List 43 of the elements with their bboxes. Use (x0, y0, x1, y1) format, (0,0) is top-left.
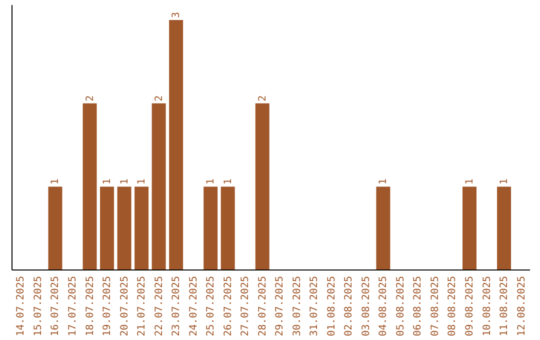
data-label: 1 (119, 178, 130, 185)
x-tick-label: 20.07.2025 (119, 276, 130, 336)
data-label: 3 (171, 12, 182, 18)
x-tick-label: 17.07.2025 (68, 276, 78, 336)
x-tick-label: 02.08.2025 (344, 276, 355, 336)
x-tick-label: 10.08.2025 (482, 276, 493, 336)
x-tick-label: 11.08.2025 (499, 276, 510, 336)
x-tick-label: 23.07.2025 (171, 276, 182, 336)
data-label: 1 (499, 178, 510, 185)
x-tick-label: 09.08.2025 (464, 276, 476, 336)
x-tick-label: 15.07.2025 (32, 276, 44, 336)
x-tick-label: 31.07.2025 (309, 276, 320, 336)
data-label: 1 (102, 178, 114, 185)
x-tick-label: 06.08.2025 (412, 276, 424, 336)
x-tick-label: 16.07.2025 (50, 276, 62, 336)
x-tick-label: 25.07.2025 (206, 276, 217, 336)
data-label: 1 (136, 178, 148, 185)
data-label: 2 (84, 95, 96, 102)
x-tick-label: 28.07.2025 (257, 276, 268, 336)
x-tick-label: 05.08.2025 (395, 276, 406, 336)
x-tick-label: 19.07.2025 (102, 276, 114, 336)
x-tick-label: 18.07.2025 (84, 276, 96, 336)
data-label: 1 (50, 178, 62, 185)
data-label: 2 (257, 95, 268, 102)
data-label: 1 (222, 178, 234, 185)
x-tick-label: 07.08.2025 (430, 276, 441, 336)
x-tick-label: 27.07.2025 (240, 276, 252, 336)
x-tick-label: 22.07.2025 (154, 276, 165, 336)
x-tick-label: 24.07.2025 (188, 276, 200, 336)
x-tick-label: 14.07.2025 (16, 276, 27, 336)
x-tick-label: 08.08.2025 (447, 276, 458, 336)
data-label: 1 (378, 178, 390, 185)
data-label: 1 (464, 178, 476, 185)
x-tick-label: 03.08.2025 (360, 276, 372, 336)
x-tick-label: 12.08.2025 (516, 276, 528, 336)
x-tick-label: 26.07.2025 (222, 276, 234, 336)
x-tick-label: 01.08.2025 (326, 276, 338, 336)
x-tick-label: 29.07.2025 (274, 276, 286, 336)
data-label: 1 (206, 178, 217, 185)
x-tick-label: 30.07.2025 (292, 276, 303, 336)
data-label: 2 (154, 95, 165, 102)
x-tick-label: 21.07.2025 (136, 276, 148, 336)
x-tick-label: 04.08.2025 (378, 276, 390, 336)
